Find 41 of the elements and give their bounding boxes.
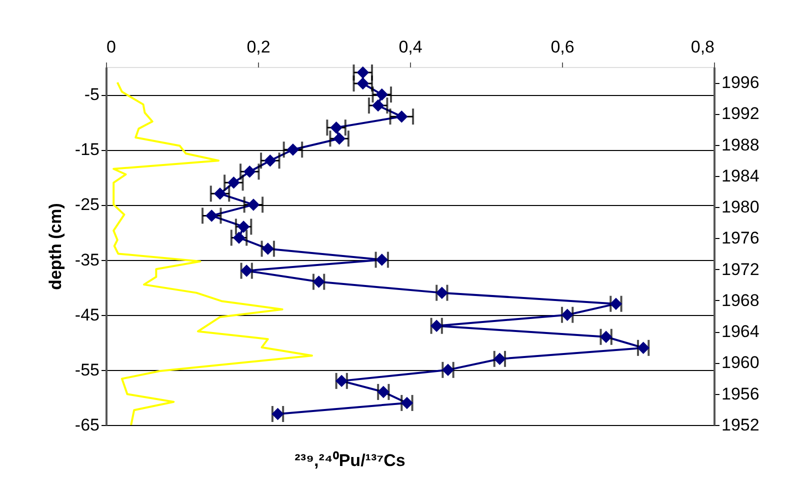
line-series <box>112 81 313 425</box>
point <box>206 210 218 222</box>
x-tick-label: 0 <box>106 38 116 56</box>
y-tick-label: -5 <box>84 85 100 104</box>
y2-tick-label: 1988 <box>722 135 760 154</box>
y2-tick-label: 1972 <box>722 260 760 279</box>
x-tick-label: 0,8 <box>690 38 714 56</box>
x-tick-label: 0,2 <box>246 38 270 56</box>
point <box>333 132 346 145</box>
point <box>376 88 388 101</box>
y2-tick-label: 1980 <box>722 198 760 217</box>
x-tick-label: 0,4 <box>398 38 422 56</box>
x-axis-title: ²³⁹,²⁴⁰Pu/¹³⁷Cs <box>294 451 406 470</box>
y-tick-label: -15 <box>74 140 100 160</box>
y-tick-label: -55 <box>74 360 100 380</box>
y-tick-label: -45 <box>74 305 100 324</box>
point <box>330 121 342 134</box>
y-tick-label: -65 <box>74 416 100 434</box>
x-tick-label: 0,6 <box>550 38 574 56</box>
y2-tick-label: 1956 <box>722 384 760 404</box>
y2-tick-label: 1964 <box>722 322 760 342</box>
y2-tick-label: 1984 <box>722 166 760 186</box>
point <box>244 166 256 178</box>
point <box>372 99 384 112</box>
point <box>247 198 260 211</box>
y2-tick-label: 1968 <box>722 290 760 310</box>
point <box>214 188 226 200</box>
y2-tick-label: 1976 <box>722 228 760 248</box>
y2-tick-label: 1996 <box>722 73 760 92</box>
point <box>356 77 370 90</box>
point <box>286 143 300 156</box>
point <box>228 176 240 189</box>
point <box>396 110 408 123</box>
y2-tick-label: 1992 <box>722 104 760 124</box>
y2-tick-label: 1952 <box>722 416 760 434</box>
point <box>264 154 276 167</box>
y-tick-label: -25 <box>74 195 100 214</box>
y-axis-title: depth (cm) <box>46 203 65 290</box>
point <box>356 66 370 79</box>
y2-tick-label: 1960 <box>722 353 760 372</box>
y-tick-label: -35 <box>74 250 100 270</box>
